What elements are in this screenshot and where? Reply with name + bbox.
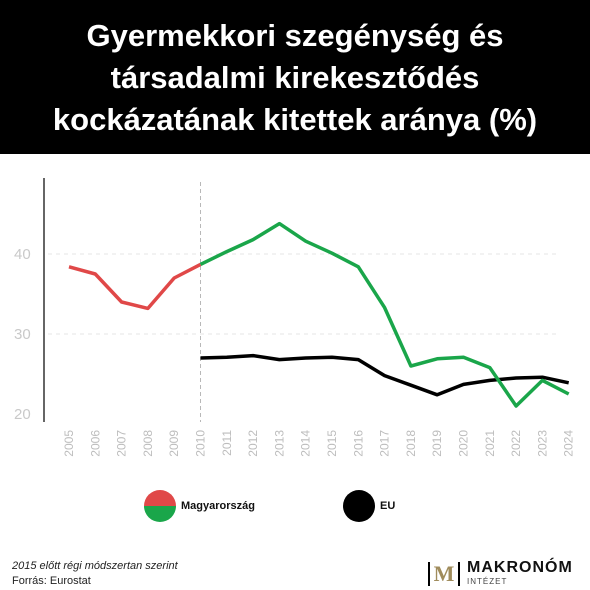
title-bar: Gyermekkori szegénység és társadalmi kir…: [0, 0, 590, 154]
x-tick-label: 2014: [299, 430, 313, 457]
x-tick-labels: 2005 2006 2007 2008 2009 2010 2011 2012 2013 2014…: [62, 430, 576, 457]
footnote: 2015 előtt régi módszertan szerint: [12, 560, 178, 572]
series-lines: [68, 221, 570, 408]
eu-legend-icon: [343, 490, 375, 522]
chart-title: Gyermekkori szegénység és társadalmi kir…: [52, 18, 538, 137]
logo-text: MAKRONÓM INTÉZET: [467, 560, 573, 587]
x-tick-label: 2024: [562, 430, 576, 457]
x-tick-label: 2010: [194, 430, 208, 457]
x-tick-label: 2009: [167, 430, 181, 457]
x-tick-label: 2012: [246, 430, 260, 457]
logo-m-letter: M: [433, 560, 455, 586]
y-tick-label: 30: [14, 326, 31, 343]
y-tick-labels: 20 30 40: [14, 246, 31, 423]
x-tick-label: 2020: [457, 430, 471, 457]
legend-item-eu: EU: [342, 489, 395, 523]
x-tick-label: 2008: [141, 430, 155, 457]
x-tick-label: 2016: [351, 430, 365, 457]
grid: [48, 253, 560, 335]
x-tick-label: 2021: [483, 430, 497, 457]
logo-subtitle: INTÉZET: [467, 577, 508, 586]
x-tick-label: 2019: [430, 430, 444, 457]
logo-name: MAKRONÓM: [467, 559, 573, 576]
legend-label-hungary: Magyarország: [181, 500, 255, 512]
x-tick-label: 2013: [272, 430, 286, 457]
x-tick-label: 2006: [88, 430, 102, 457]
x-tick-label: 2022: [509, 430, 523, 457]
x-tick-label: 2015: [325, 430, 339, 457]
makronom-logo: M MAKRONÓM INTÉZET: [428, 560, 573, 587]
hungary-series-line-old-method: [68, 262, 202, 311]
x-tick-label: 2018: [404, 430, 418, 457]
x-tick-label: 2011: [220, 430, 234, 456]
legend-label-eu: EU: [380, 500, 396, 512]
y-tick-label: 40: [14, 246, 31, 263]
hungary-series-line: [199, 221, 570, 408]
hungary-legend-icon: [144, 490, 176, 522]
source-note: Forrás: Eurostat: [12, 575, 91, 587]
eu-series-line: [200, 353, 570, 397]
x-tick-label: 2023: [535, 430, 549, 457]
y-tick-label: 20: [14, 406, 31, 423]
legend-item-hungary: Magyarország: [143, 489, 255, 523]
x-tick-label: 2017: [378, 430, 392, 457]
x-tick-label: 2007: [115, 430, 129, 457]
x-tick-label: 2005: [62, 430, 76, 457]
logo-mark: M: [428, 560, 460, 586]
